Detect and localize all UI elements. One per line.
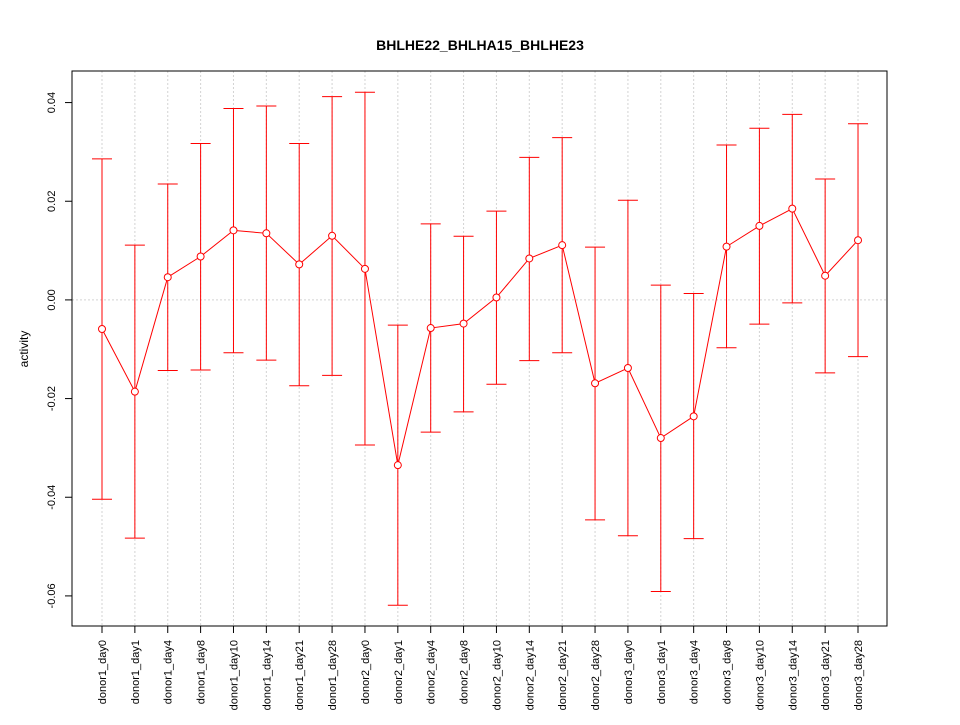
x-tick-label: donor3_day1 bbox=[656, 640, 668, 704]
x-tick-label: donor1_day21 bbox=[294, 640, 306, 710]
x-tick-label: donor3_day28 bbox=[853, 640, 865, 710]
x-tick-label: donor3_day21 bbox=[820, 640, 832, 710]
y-tick-label: -0.02 bbox=[46, 386, 58, 411]
data-point bbox=[393, 461, 402, 470]
x-tick-label: donor2_day10 bbox=[491, 640, 503, 710]
plot-frame bbox=[71, 70, 888, 627]
series-line bbox=[101, 207, 859, 466]
x-tick-label: donor1_day14 bbox=[261, 640, 273, 710]
y-tick-label: 0.02 bbox=[46, 191, 58, 212]
grid bbox=[72, 71, 887, 626]
data-point bbox=[821, 271, 830, 280]
data-point bbox=[558, 241, 567, 250]
x-tick-label: donor1_day8 bbox=[196, 640, 208, 704]
y-axis-label: activity bbox=[17, 331, 31, 368]
data-point bbox=[360, 264, 369, 273]
data-point bbox=[262, 229, 271, 238]
data-point bbox=[525, 254, 534, 263]
x-tick-label: donor2_day8 bbox=[459, 640, 471, 704]
y-tick-label: -0.04 bbox=[46, 485, 58, 510]
data-point bbox=[163, 273, 172, 282]
x-tick-label: donor3_day14 bbox=[787, 640, 799, 710]
data-point bbox=[426, 324, 435, 333]
data-point bbox=[459, 319, 468, 328]
y-tick-label: 0.04 bbox=[46, 92, 58, 113]
x-tick-label: donor3_day4 bbox=[689, 640, 701, 704]
data-point bbox=[98, 325, 106, 334]
data-point bbox=[328, 231, 337, 240]
x-tick-label: donor1_day0 bbox=[97, 640, 109, 704]
data-point bbox=[854, 236, 863, 245]
x-tick-label: donor3_day0 bbox=[623, 640, 635, 704]
x-tick-label: donor2_day1 bbox=[393, 640, 405, 704]
data-point bbox=[623, 363, 632, 372]
data-point bbox=[591, 379, 600, 388]
data-point bbox=[196, 252, 205, 261]
x-tick-label: donor2_day14 bbox=[524, 640, 536, 710]
x-tick-label: donor3_day10 bbox=[754, 640, 766, 710]
x-tick-label: donor2_day4 bbox=[426, 640, 438, 704]
x-tick-label: donor1_day28 bbox=[327, 640, 339, 710]
axes: -0.06 -0.04 -0.02 0.00 0.02 0.04 donor1_day0 do… bbox=[46, 92, 865, 710]
data-point bbox=[755, 221, 764, 230]
data-point bbox=[689, 412, 698, 421]
x-tick-label: donor1_day4 bbox=[163, 640, 175, 704]
data-point bbox=[295, 260, 304, 269]
data-point bbox=[722, 242, 731, 251]
data-point bbox=[492, 293, 501, 302]
data-point bbox=[229, 226, 238, 235]
data-marks bbox=[92, 91, 869, 606]
data-point bbox=[788, 204, 797, 213]
y-tick-label: 0.00 bbox=[46, 289, 58, 310]
x-tick-label: donor2_day28 bbox=[590, 640, 602, 710]
x-tick-label: donor2_day21 bbox=[557, 640, 569, 710]
x-tick-label: donor2_day0 bbox=[360, 640, 372, 704]
x-tick-label: donor3_day8 bbox=[722, 640, 734, 704]
y-tick-label: -0.06 bbox=[46, 583, 58, 608]
data-point bbox=[656, 434, 665, 443]
data-point bbox=[130, 387, 139, 396]
x-tick-label: donor1_day10 bbox=[228, 640, 240, 710]
chart-title: BHLHE22_BHLHA15_BHLHE23 bbox=[376, 37, 584, 53]
x-tick-label: donor1_day1 bbox=[130, 640, 142, 704]
